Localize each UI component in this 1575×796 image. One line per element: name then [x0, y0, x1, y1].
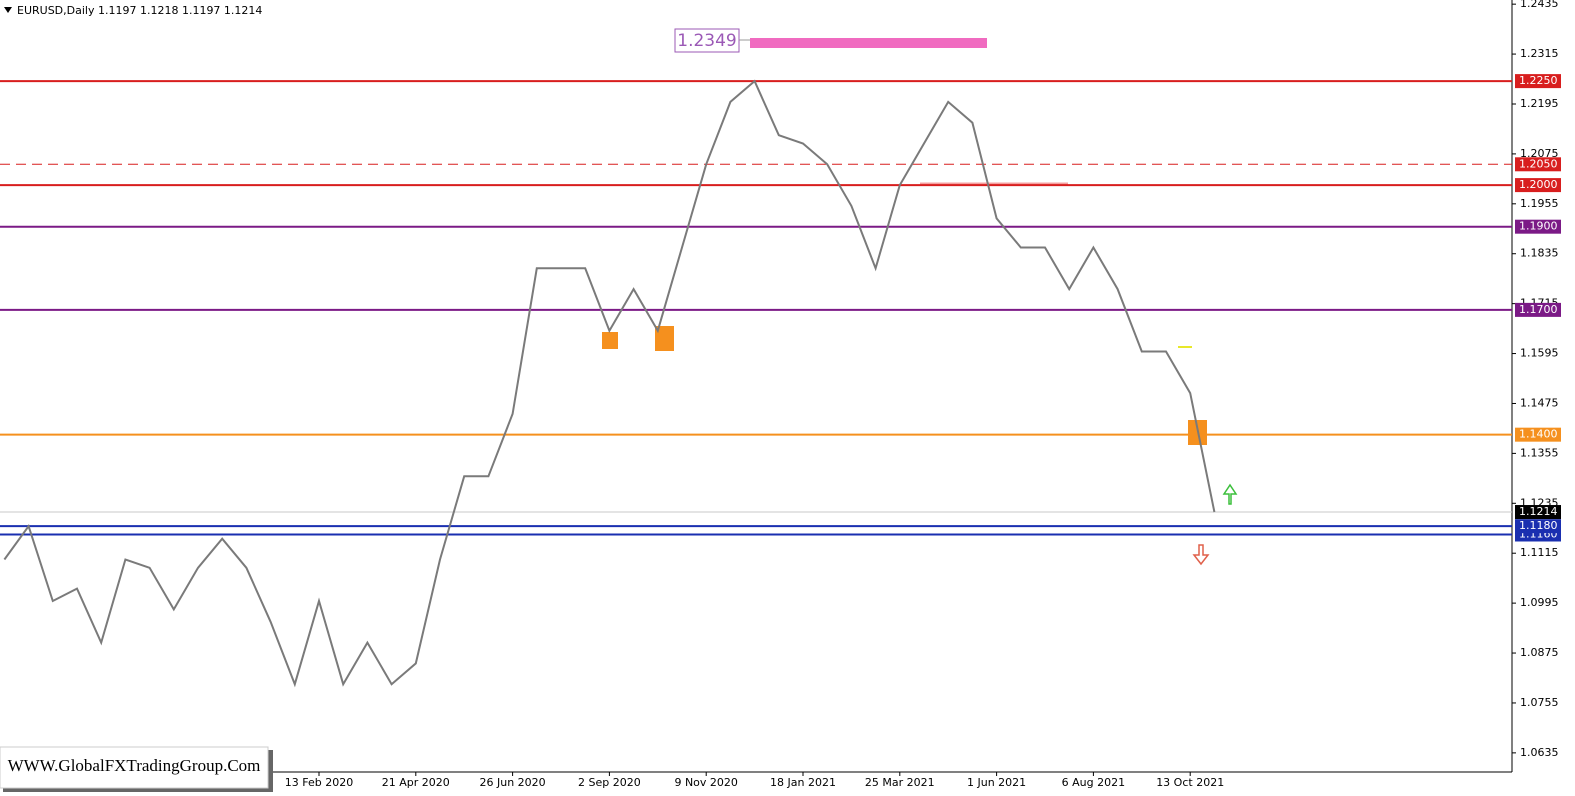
x-tick-label: 26 Jun 2020 [480, 776, 546, 789]
y-tick-label: 1.1475 [1520, 396, 1559, 409]
watermark-box [0, 746, 269, 789]
marker [655, 326, 674, 351]
level-label: 1.1180 [1519, 519, 1558, 532]
annotation: 1.2349 [677, 31, 736, 51]
x-tick-label: 2 Sep 2020 [578, 776, 641, 789]
x-tick-label: 25 Mar 2021 [865, 776, 935, 789]
level-label-box [1515, 519, 1561, 534]
x-tick-label: 18 Jan 2021 [770, 776, 836, 789]
level-label-box [1515, 157, 1561, 172]
level-label: 1.2250 [1519, 74, 1558, 87]
chart-title: EURUSD,Daily 1.1197 1.1218 1.1197 1.1214 [17, 4, 262, 17]
price-line [3, 79, 1216, 688]
y-tick-label: 1.2315 [1520, 47, 1559, 60]
y-tick-label: 1.1595 [1520, 347, 1559, 360]
y-tick-label: 1.2195 [1520, 97, 1559, 110]
y-tick-label: 1.1955 [1520, 197, 1559, 210]
level-label: 1.1400 [1519, 428, 1558, 441]
y-tick-label: 1.1355 [1520, 446, 1559, 459]
level-label-box [1515, 302, 1561, 317]
y-tick-label: 1.2075 [1520, 147, 1559, 160]
y-tick-label: 1.0875 [1520, 646, 1559, 659]
y-tick-label: 1.2435 [1520, 0, 1559, 10]
y-tick-label: 1.0755 [1520, 696, 1559, 709]
y-tick-label: 1.1835 [1520, 247, 1559, 260]
y-tick-label: 1.1115 [1520, 546, 1559, 559]
up-arrow [1222, 483, 1238, 505]
down-arrow [1192, 544, 1210, 566]
level-label-box [1515, 74, 1561, 89]
level-label-box [1515, 427, 1561, 442]
menu-triangle [4, 7, 12, 13]
level-label: 1.1900 [1519, 220, 1558, 233]
x-tick-label: 9 Nov 2020 [674, 776, 737, 789]
level-label-box [1515, 505, 1561, 520]
x-tick-label: 13 Oct 2021 [1156, 776, 1224, 789]
x-tick-label: 13 Feb 2020 [285, 776, 353, 789]
watermark: WWW.GlobalFXTradingGroup.Com [8, 756, 261, 775]
y-tick-label: 1.0635 [1520, 746, 1559, 759]
x-tick-label: 6 Aug 2021 [1062, 776, 1125, 789]
marker [602, 332, 618, 349]
level-label-box [1515, 219, 1561, 234]
high-zone [750, 38, 987, 48]
x-tick-label: 21 Apr 2020 [382, 776, 450, 789]
y-tick-label: 1.0995 [1520, 596, 1559, 609]
level-label-box [1515, 178, 1561, 193]
level-label: 1.2050 [1519, 157, 1558, 170]
level-label: 1.1700 [1519, 303, 1558, 316]
level-label: 1.1214 [1519, 505, 1558, 518]
level-label: 1.2000 [1519, 178, 1558, 191]
x-tick-label: 1 Jun 2021 [967, 776, 1026, 789]
